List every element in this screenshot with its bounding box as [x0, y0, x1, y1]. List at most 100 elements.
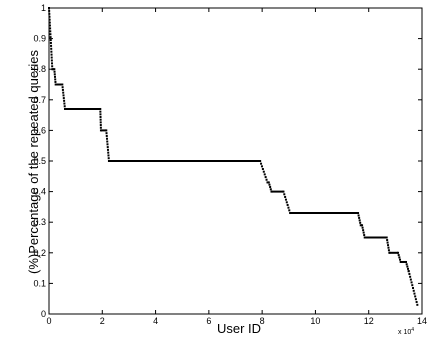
data-point — [261, 168, 264, 171]
y-tick-label: 0.5 — [33, 156, 46, 166]
data-point — [398, 256, 401, 259]
data-point — [265, 178, 268, 181]
x-tick-label: 12 — [364, 316, 374, 326]
data-point — [99, 110, 102, 113]
data-point — [358, 219, 361, 222]
data-point — [397, 251, 400, 254]
data-point — [361, 226, 364, 229]
data-point — [362, 231, 365, 234]
data-point — [53, 73, 56, 76]
x-tick-label: 4 — [153, 316, 158, 326]
data-point — [406, 265, 409, 268]
y-tick-label: 0 — [41, 309, 46, 319]
y-tick-label: 0.2 — [33, 248, 46, 258]
y-tick-label: 0.1 — [33, 278, 46, 288]
data-point — [49, 27, 52, 30]
data-point — [414, 295, 417, 298]
data-point — [48, 21, 51, 24]
y-tick-label: 0.8 — [33, 64, 46, 74]
data-point — [269, 186, 272, 189]
data-point — [49, 39, 52, 42]
x-tick-label: 0 — [46, 316, 51, 326]
data-point — [61, 88, 64, 91]
data-point — [61, 83, 64, 86]
data-point — [99, 116, 102, 119]
x-tick-label: 6 — [206, 316, 211, 326]
data-point — [62, 97, 65, 100]
data-point — [284, 198, 287, 201]
data-point — [387, 244, 390, 247]
data-point — [54, 78, 57, 81]
y-tick-label: 0.3 — [33, 217, 46, 227]
data-point — [105, 129, 108, 132]
data-point — [415, 301, 418, 304]
data-point — [407, 267, 410, 270]
y-tick-label: 0.4 — [33, 187, 46, 197]
y-tick-label: 0.7 — [33, 95, 46, 105]
data-point — [106, 140, 109, 143]
x-exponent-label: x 104 — [398, 327, 414, 336]
data-point — [287, 206, 290, 209]
x-exponent-power: 4 — [411, 327, 414, 333]
data-point — [408, 272, 411, 275]
y-tick-label: 0.6 — [33, 125, 46, 135]
data-point — [269, 188, 272, 191]
data-point — [267, 181, 270, 184]
data-point — [53, 68, 56, 71]
data-point — [48, 9, 51, 12]
data-point — [288, 209, 291, 212]
data-point — [385, 236, 388, 239]
data-point — [361, 224, 364, 227]
data-point — [50, 44, 53, 47]
data-point — [51, 62, 54, 65]
data-point — [263, 173, 266, 176]
data-point — [49, 41, 52, 44]
data-point — [48, 12, 51, 15]
data-point — [357, 212, 360, 215]
data-point — [259, 160, 262, 162]
data-point — [262, 170, 265, 173]
data-point — [405, 263, 408, 266]
x-tick-label: 2 — [100, 316, 105, 326]
data-point — [63, 99, 66, 102]
data-point — [99, 121, 102, 124]
data-point — [61, 86, 64, 89]
data-point — [411, 284, 414, 287]
data-point — [53, 75, 56, 78]
data-point — [409, 275, 412, 278]
data-point — [106, 148, 109, 151]
data-point — [50, 50, 53, 53]
data-point — [54, 80, 57, 83]
data-point — [105, 132, 108, 135]
data-point — [49, 36, 52, 39]
data-point — [49, 33, 52, 36]
data-point — [414, 298, 417, 301]
data-point — [284, 195, 287, 198]
data-point — [106, 137, 109, 140]
data-point — [358, 216, 361, 219]
data-point — [387, 249, 390, 252]
data-point — [362, 229, 365, 232]
data-point — [50, 53, 53, 56]
data-point — [363, 234, 366, 237]
data-point — [62, 94, 65, 97]
data-point — [105, 134, 108, 137]
y-tick-label: 0.9 — [33, 34, 46, 44]
data-point — [51, 65, 54, 68]
data-point — [48, 24, 51, 27]
data-point — [50, 47, 53, 50]
data-point — [283, 193, 286, 196]
x-axis-title: User ID — [217, 321, 261, 336]
x-tick-label: 14 — [417, 316, 427, 326]
data-point — [282, 190, 285, 193]
data-point — [359, 221, 362, 224]
data-point — [405, 260, 408, 263]
data-point — [412, 289, 415, 292]
data-point — [409, 278, 412, 281]
data-point — [63, 102, 66, 105]
data-point — [386, 239, 389, 242]
data-point — [416, 303, 419, 306]
data-point — [53, 70, 56, 73]
data-points — [48, 7, 419, 306]
data-point — [285, 201, 288, 204]
